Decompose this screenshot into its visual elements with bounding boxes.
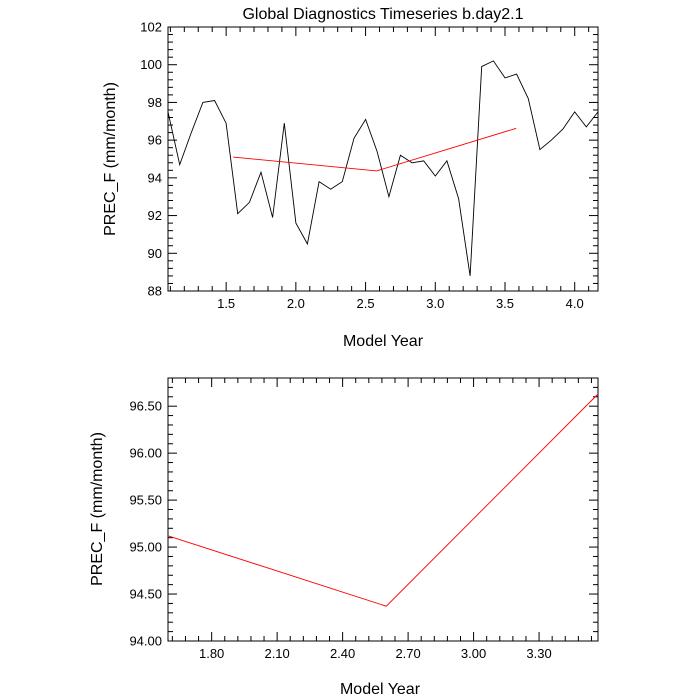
y-tick-label: 95.00 bbox=[129, 540, 162, 555]
y-tick-label: 94 bbox=[148, 170, 162, 185]
x-tick-label: 2.70 bbox=[395, 646, 420, 661]
annual-mean-series-line bbox=[167, 393, 599, 607]
y-tick-label: 94.50 bbox=[129, 587, 162, 602]
x-axis-label: Model Year bbox=[340, 681, 421, 698]
x-tick-label: 2.40 bbox=[330, 646, 355, 661]
plot-frame bbox=[167, 377, 599, 642]
y-axis-label: PREC_F (mm/month) bbox=[102, 82, 119, 236]
x-tick-label: 2.5 bbox=[357, 296, 375, 311]
y-tick-label: 88 bbox=[148, 284, 162, 299]
x-tick-label: 1.5 bbox=[217, 296, 235, 311]
y-tick-label: 100 bbox=[140, 57, 162, 72]
x-tick-label: 3.00 bbox=[461, 646, 486, 661]
chart-title: Global Diagnostics Timeseries b.day2.1 bbox=[242, 6, 523, 23]
x-axis-label: Model Year bbox=[343, 333, 424, 350]
y-tick-label: 94.00 bbox=[129, 634, 162, 649]
y-tick-label: 96.50 bbox=[129, 399, 162, 414]
y-tick-label: 98 bbox=[148, 95, 162, 110]
y-tick-label: 102 bbox=[140, 20, 162, 35]
monthly-series-line bbox=[167, 60, 599, 276]
x-tick-label: 3.0 bbox=[426, 296, 444, 311]
y-tick-label: 95.50 bbox=[129, 493, 162, 508]
plot-frame bbox=[167, 26, 599, 292]
annual-mean-chart: Model Year PREC_F (mm/month) 1.80 2.10 2.4… bbox=[89, 377, 599, 698]
timeseries-chart: Global Diagnostics Timeseries b.day2.1 M… bbox=[102, 6, 599, 350]
x-tick-label: 3.30 bbox=[526, 646, 551, 661]
y-tick-label: 96.00 bbox=[129, 446, 162, 461]
y-tick-label: 90 bbox=[148, 246, 162, 261]
y-tick-label: 92 bbox=[148, 208, 162, 223]
y-tick-label: 96 bbox=[148, 133, 162, 148]
x-tick-label: 2.0 bbox=[287, 296, 305, 311]
annual-mean-series-line bbox=[233, 127, 517, 172]
y-axis-label: PREC_F (mm/month) bbox=[89, 432, 106, 586]
x-tick-label: 1.80 bbox=[199, 646, 224, 661]
x-tick-label: 2.10 bbox=[264, 646, 289, 661]
x-tick-label: 4.0 bbox=[566, 296, 584, 311]
x-tick-label: 3.5 bbox=[496, 296, 514, 311]
